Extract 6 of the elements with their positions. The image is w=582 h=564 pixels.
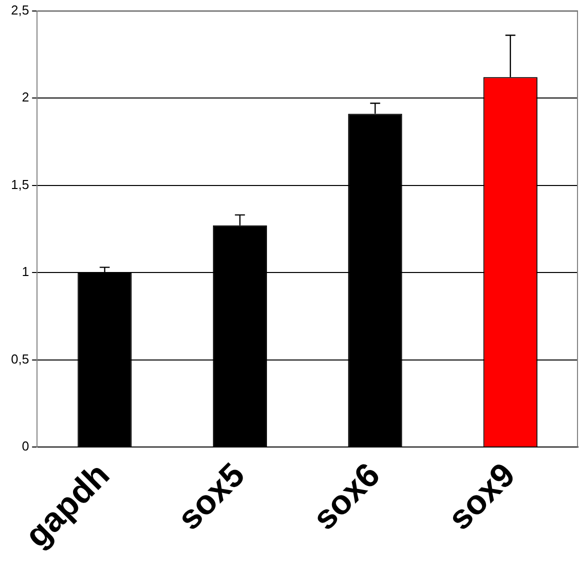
y-tick-label: 0 (22, 438, 30, 454)
y-tick-label: 1,5 (10, 176, 30, 192)
y-tick-label: 2 (22, 90, 30, 105)
y-tick-label: 1 (22, 264, 30, 280)
y-tick-label: 0,5 (10, 351, 30, 366)
y-tick-label: 2,5 (10, 2, 30, 18)
